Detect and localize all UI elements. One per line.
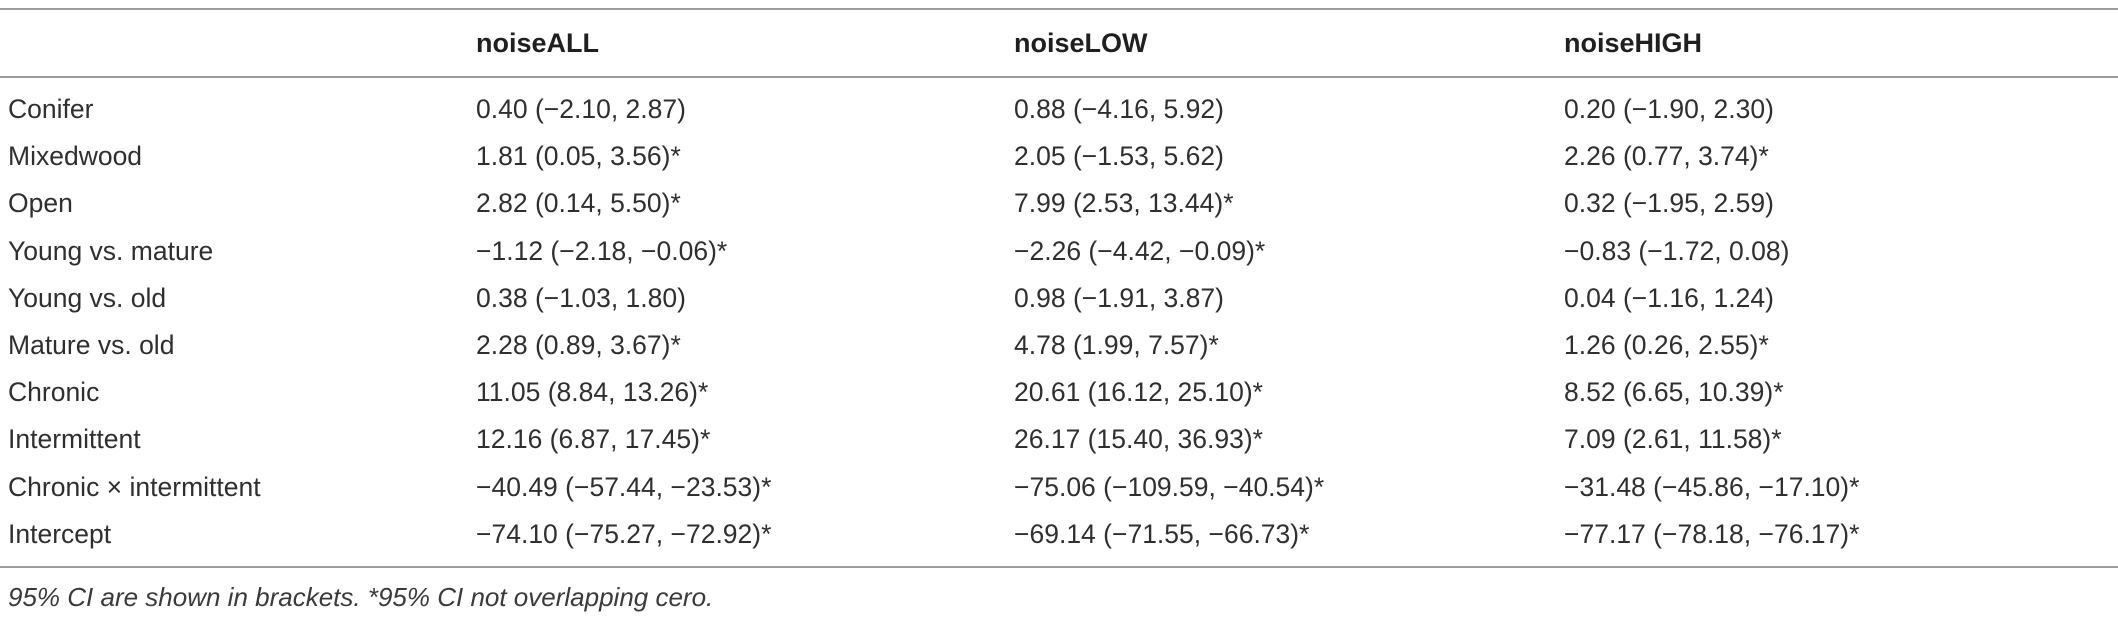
- cell-noise-low: 4.78 (1.99, 7.57)*: [1014, 330, 1219, 361]
- cell-noise-all: 2.82 (0.14, 5.50)*: [476, 188, 681, 219]
- table-row: Intermittent 12.16 (6.87, 17.45)* 26.17 …: [0, 416, 2118, 463]
- table-row: Mature vs. old 2.28 (0.89, 3.67)* 4.78 (…: [0, 322, 2118, 369]
- row-label: Mature vs. old: [8, 330, 175, 361]
- cell-noise-high: 0.20 (−1.90, 2.30): [1564, 94, 1774, 125]
- cell-noise-high: 1.26 (0.26, 2.55)*: [1564, 330, 1769, 361]
- header-cell-noise-all: noiseALL: [476, 27, 600, 58]
- table-row: Young vs. old 0.38 (−1.03, 1.80) 0.98 (−…: [0, 275, 2118, 322]
- cell-noise-all: 11.05 (8.84, 13.26)*: [476, 377, 709, 408]
- table-row: Mixedwood 1.81 (0.05, 3.56)* 2.05 (−1.53…: [0, 133, 2118, 180]
- cell-noise-low: 0.98 (−1.91, 3.87): [1014, 282, 1224, 313]
- row-label: Mixedwood: [8, 141, 143, 172]
- cell-noise-high: 2.26 (0.77, 3.74)*: [1564, 141, 1769, 172]
- cell-noise-low: 0.88 (−4.16, 5.92): [1014, 94, 1224, 125]
- table-row: Open 2.82 (0.14, 5.50)* 7.99 (2.53, 13.4…: [0, 180, 2118, 227]
- row-label: Young vs. mature: [8, 235, 214, 266]
- row-label: Conifer: [8, 94, 94, 125]
- table-row: Young vs. mature −1.12 (−2.18, −0.06)* −…: [0, 228, 2118, 275]
- cell-noise-all: 1.81 (0.05, 3.56)*: [476, 141, 681, 172]
- cell-noise-all: −40.49 (−57.44, −23.53)*: [476, 471, 772, 502]
- cell-noise-low: 20.61 (16.12, 25.10)*: [1014, 377, 1263, 408]
- header-row: noiseALL noiseLOW noiseHIGH: [0, 9, 2118, 77]
- cell-noise-all: 2.28 (0.89, 3.67)*: [476, 330, 681, 361]
- header-cell-term: [0, 9, 476, 77]
- table-footnote: 95% CI are shown in brackets. *95% CI no…: [8, 582, 714, 612]
- cell-noise-high: 0.04 (−1.16, 1.24): [1564, 282, 1774, 313]
- cell-noise-high: −31.48 (−45.86, −17.10)*: [1564, 471, 1860, 502]
- results-table: noiseALL noiseLOW noiseHIGH Conifer 0.40…: [0, 8, 2118, 568]
- cell-noise-low: 2.05 (−1.53, 5.62): [1014, 141, 1224, 172]
- row-label: Intercept: [8, 518, 112, 549]
- cell-noise-all: −74.10 (−75.27, −72.92)*: [476, 518, 772, 549]
- table-header: noiseALL noiseLOW noiseHIGH: [0, 9, 2118, 77]
- cell-noise-low: 7.99 (2.53, 13.44)*: [1014, 188, 1234, 219]
- row-label: Open: [8, 188, 73, 219]
- cell-noise-all: 12.16 (6.87, 17.45)*: [476, 424, 711, 455]
- table-row: Intercept −74.10 (−75.27, −72.92)* −69.1…: [0, 511, 2118, 567]
- row-label: Chronic: [8, 377, 100, 408]
- cell-noise-high: 8.52 (6.65, 10.39)*: [1564, 377, 1784, 408]
- cell-noise-all: 0.38 (−1.03, 1.80): [476, 282, 686, 313]
- cell-noise-high: 7.09 (2.61, 11.58)*: [1564, 424, 1782, 455]
- cell-noise-high: −0.83 (−1.72, 0.08): [1564, 235, 1790, 266]
- row-label: Chronic × intermittent: [8, 471, 261, 502]
- cell-noise-all: −1.12 (−2.18, −0.06)*: [476, 235, 728, 266]
- cell-noise-all: 0.40 (−2.10, 2.87): [476, 94, 686, 125]
- cell-noise-high: 0.32 (−1.95, 2.59): [1564, 188, 1774, 219]
- table-row: Chronic 11.05 (8.84, 13.26)* 20.61 (16.1…: [0, 369, 2118, 416]
- cell-noise-low: −75.06 (−109.59, −40.54)*: [1014, 471, 1325, 502]
- row-label: Young vs. old: [8, 282, 167, 313]
- table-row: Conifer 0.40 (−2.10, 2.87) 0.88 (−4.16, …: [0, 77, 2118, 133]
- cell-noise-low: 26.17 (15.40, 36.93)*: [1014, 424, 1263, 455]
- header-cell-noise-high: noiseHIGH: [1564, 27, 1703, 58]
- header-cell-noise-low: noiseLOW: [1014, 27, 1148, 58]
- cell-noise-high: −77.17 (−78.18, −76.17)*: [1564, 518, 1860, 549]
- table-row: Chronic × intermittent −40.49 (−57.44, −…: [0, 464, 2118, 511]
- cell-noise-low: −2.26 (−4.42, −0.09)*: [1014, 235, 1266, 266]
- table-body: Conifer 0.40 (−2.10, 2.87) 0.88 (−4.16, …: [0, 77, 2118, 567]
- cell-noise-low: −69.14 (−71.55, −66.73)*: [1014, 518, 1310, 549]
- row-label: Intermittent: [8, 424, 141, 455]
